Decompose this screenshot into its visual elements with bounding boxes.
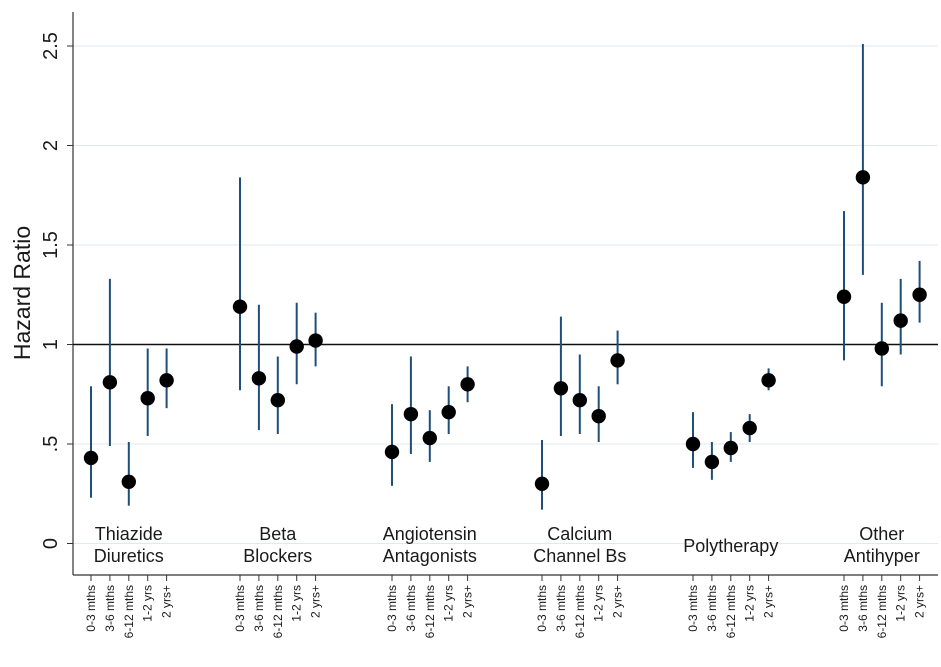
confidence-intervals bbox=[90, 44, 921, 510]
x-tick-label: 6-12 mths bbox=[573, 585, 587, 638]
x-tick-label: 6-12 mths bbox=[271, 585, 285, 638]
group-label: Angiotensin bbox=[383, 524, 477, 544]
point-estimate bbox=[102, 375, 118, 390]
group-label: Polytherapy bbox=[683, 536, 778, 556]
x-tick-label: 1-2 yrs bbox=[290, 585, 304, 622]
point-estimate bbox=[704, 454, 720, 470]
group-label: Beta bbox=[259, 524, 297, 544]
x-tick-label: 3-6 mths bbox=[856, 585, 870, 632]
y-tick-label: 1.5 bbox=[40, 231, 62, 259]
group-label: Antagonists bbox=[383, 546, 477, 566]
point-estimate bbox=[422, 430, 437, 446]
point-estimate bbox=[912, 287, 927, 302]
x-tick-label: 1-2 yrs bbox=[743, 585, 757, 622]
x-tick-label: 1-2 yrs bbox=[442, 585, 456, 622]
x-tick-label: 3-6 mths bbox=[554, 585, 568, 632]
point-estimate bbox=[534, 476, 550, 491]
x-tick-label: 1-2 yrs bbox=[592, 585, 606, 622]
x-tick-label: 0-3 mths bbox=[233, 585, 247, 632]
point-estimate bbox=[384, 444, 400, 460]
y-tick-label: 2 bbox=[40, 140, 62, 151]
point-estimate bbox=[836, 289, 852, 304]
group-label: Channel Bs bbox=[533, 546, 626, 566]
y-axis-label: Hazard Ratio bbox=[9, 226, 35, 360]
x-tick-label: 2 yrs+ bbox=[611, 585, 625, 618]
point-estimate bbox=[742, 420, 757, 436]
point-estimate bbox=[308, 333, 323, 348]
point-estimate bbox=[289, 339, 304, 354]
gridlines bbox=[73, 45, 938, 544]
y-tick-label: .5 bbox=[40, 436, 62, 453]
group-label: Other bbox=[859, 524, 904, 544]
point-estimate bbox=[83, 450, 99, 466]
x-tick-label: 2 yrs+ bbox=[461, 585, 475, 618]
y-tick-label: 1 bbox=[40, 339, 62, 350]
point-estimate bbox=[855, 170, 871, 185]
point-estimate bbox=[251, 371, 267, 386]
point-estimate bbox=[591, 408, 606, 424]
x-tick-label: 6-12 mths bbox=[423, 585, 437, 638]
axes: 0 .5 1 1.5 2 2.5 bbox=[40, 12, 938, 581]
point-estimate bbox=[441, 404, 456, 420]
group-label: Calcium bbox=[547, 524, 612, 544]
group-label: Diuretics bbox=[94, 546, 164, 566]
x-tick-label: 6-12 mths bbox=[875, 585, 889, 638]
point-estimate bbox=[460, 377, 475, 392]
x-tick-label: 0-3 mths bbox=[837, 585, 851, 632]
x-tick-labels: 0-3 mths 3-6 mths 6-12 mths 1-2 yrs 2 yrs+ 0-… bbox=[84, 585, 927, 638]
x-tick-label: 2 yrs+ bbox=[762, 585, 776, 618]
x-tick-label: 3-6 mths bbox=[252, 585, 266, 632]
point-estimate bbox=[685, 436, 701, 452]
group-label: Blockers bbox=[243, 546, 312, 566]
x-tick-label: 3-6 mths bbox=[404, 585, 418, 632]
x-tick-label: 1-2 yrs bbox=[894, 585, 908, 622]
x-tick-label: 0-3 mths bbox=[385, 585, 399, 632]
x-tick-label: 0-3 mths bbox=[535, 585, 549, 632]
group-label: Antihyper bbox=[844, 546, 920, 566]
point-estimate bbox=[159, 373, 174, 388]
x-tick-label: 2 yrs+ bbox=[913, 585, 927, 618]
point-estimate bbox=[232, 299, 248, 314]
x-tick-label: 3-6 mths bbox=[705, 585, 719, 632]
point-estimate bbox=[121, 474, 136, 490]
x-tick-label: 0-3 mths bbox=[84, 585, 98, 632]
point-estimate bbox=[761, 373, 776, 388]
point-estimate bbox=[572, 393, 587, 408]
x-tick-label: 6-12 mths bbox=[122, 585, 136, 638]
point-estimate bbox=[723, 440, 738, 456]
x-tick-label: 0-3 mths bbox=[686, 585, 700, 632]
point-estimate bbox=[270, 393, 285, 408]
point-estimate bbox=[553, 381, 569, 396]
group-label: Thiazide bbox=[95, 524, 163, 544]
y-tick-label: 0 bbox=[40, 538, 62, 549]
x-tick-label: 6-12 mths bbox=[724, 585, 738, 638]
y-tick-label: 2.5 bbox=[40, 32, 62, 60]
x-tick-label: 2 yrs+ bbox=[309, 585, 323, 618]
point-estimate bbox=[140, 391, 155, 406]
point-estimate bbox=[610, 353, 625, 368]
x-tick-label: 3-6 mths bbox=[103, 585, 117, 632]
point-estimate bbox=[403, 406, 419, 422]
point-estimate bbox=[874, 341, 889, 356]
estimate-points bbox=[83, 170, 927, 491]
point-estimate bbox=[893, 313, 908, 328]
x-tick-label: 1-2 yrs bbox=[141, 585, 155, 622]
x-tick-label: 2 yrs+ bbox=[160, 585, 174, 618]
